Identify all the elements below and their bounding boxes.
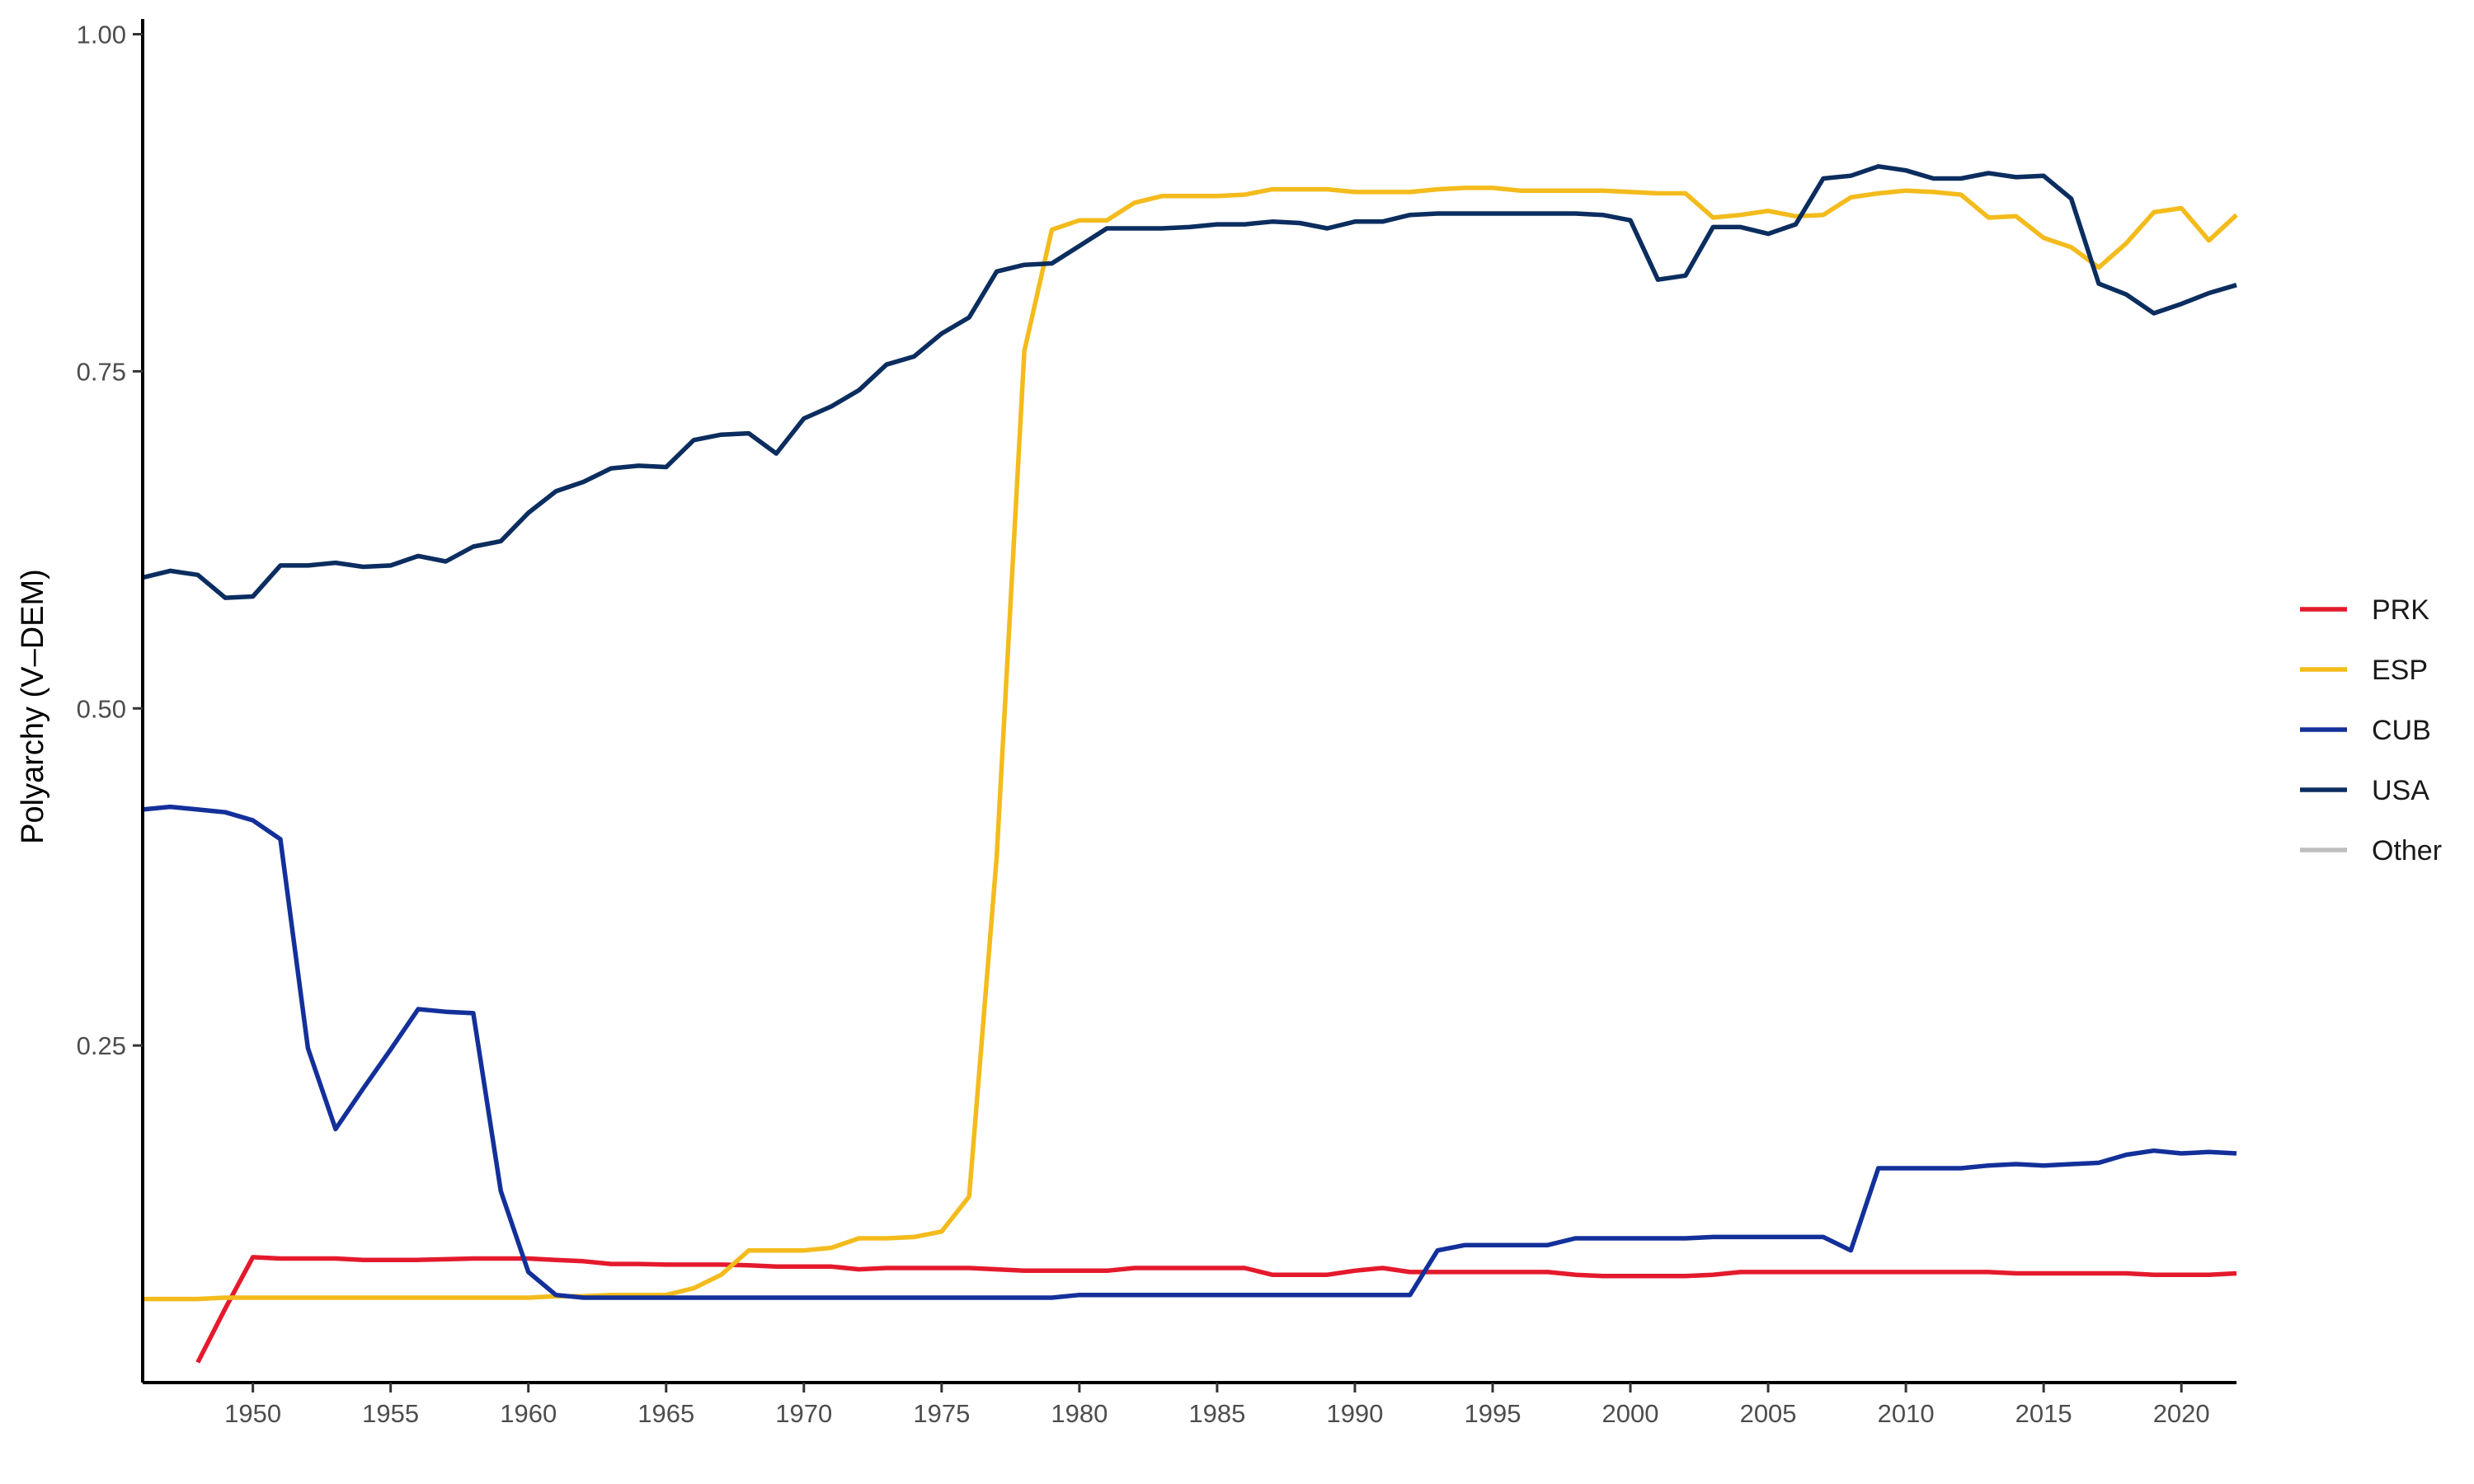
- y-ticks-group: 0.25 0.50 0.75 1.00: [77, 21, 143, 1060]
- series-line-esp: [143, 186, 2238, 1302]
- x-tick-label: 2000: [1602, 1399, 1659, 1428]
- x-tick-label: 2015: [2015, 1399, 2072, 1428]
- x-tick-label: 2020: [2153, 1399, 2210, 1428]
- legend-label-other: Other: [2372, 835, 2442, 866]
- y-tick-label: 0.75: [77, 357, 126, 386]
- plot-series-group: [142, 164, 2238, 1364]
- legend-label-prk: PRK: [2372, 594, 2429, 626]
- series-line-prk: [195, 1255, 2237, 1364]
- x-tick-label: 1970: [775, 1399, 832, 1428]
- x-tick-label: 1960: [500, 1399, 557, 1428]
- x-tick-label: 1980: [1051, 1399, 1108, 1428]
- legend-label-cub: CUB: [2372, 715, 2431, 746]
- x-ticks-group: 1950 1955 1960 1965 1970 1975 1980 1985 1990 1995…: [224, 1383, 2210, 1428]
- y-tick-label: 0.50: [77, 694, 126, 723]
- x-tick-label: 2005: [1740, 1399, 1797, 1428]
- x-tick-label: 1975: [913, 1399, 970, 1428]
- y-tick-label: 1.00: [77, 21, 126, 49]
- y-axis-title: Polyarchy (V–DEM): [16, 569, 50, 844]
- series-line-cub: [142, 804, 2237, 1300]
- x-tick-label: 1990: [1326, 1399, 1383, 1428]
- x-tick-label: 2010: [1878, 1399, 1935, 1428]
- x-tick-label: 1950: [224, 1399, 281, 1428]
- legend-label-esp: ESP: [2372, 655, 2428, 686]
- legend-label-usa: USA: [2372, 775, 2429, 806]
- x-tick-label: 1985: [1188, 1399, 1245, 1428]
- legend: PRK ESP CUB USA Other: [2300, 594, 2442, 866]
- x-tick-label: 1995: [1465, 1399, 1522, 1428]
- x-tick-label: 1965: [637, 1399, 694, 1428]
- x-tick-label: 1955: [362, 1399, 419, 1428]
- series-line-usa: [142, 164, 2237, 600]
- axes-group: [141, 19, 2236, 1384]
- y-tick-label: 0.25: [77, 1031, 126, 1060]
